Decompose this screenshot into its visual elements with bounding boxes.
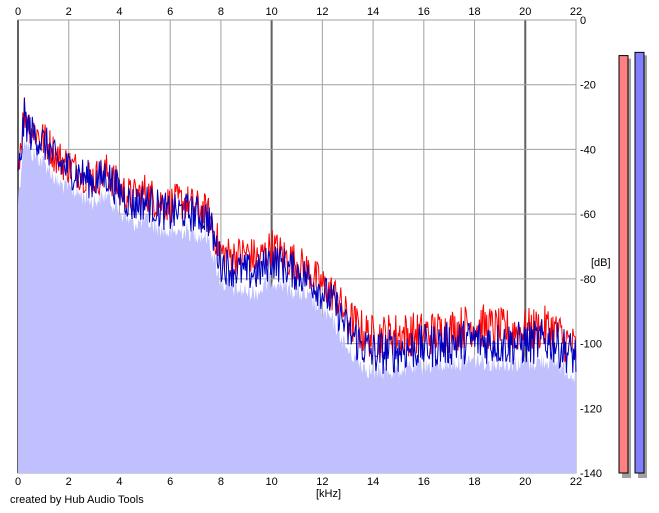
- y-tick-label: -140: [580, 468, 602, 480]
- x-tick-label-bottom: 22: [570, 476, 582, 488]
- x-tick-label-top: 22: [570, 6, 582, 18]
- x-tick-label-bottom: 8: [218, 476, 224, 488]
- x-tick-label-bottom: 0: [15, 476, 21, 488]
- spectrum-fill: [18, 139, 576, 473]
- x-tick-label-top: 16: [418, 6, 430, 18]
- x-tick-label-bottom: 2: [66, 476, 72, 488]
- y-tick-label: -100: [580, 339, 602, 351]
- credit-text: created by Hub Audio Tools: [10, 494, 144, 506]
- y-tick-label: 0: [580, 15, 586, 27]
- x-tick-label-top: 2: [66, 6, 72, 18]
- y-tick-label: -120: [580, 403, 602, 415]
- x-tick-label-top: 6: [167, 6, 173, 18]
- x-tick-label-bottom: 14: [367, 476, 379, 488]
- x-axis-bottom: 0 2 4 6 8 10 12 14 16 18 20 22: [15, 476, 582, 488]
- x-tick-label-top: 18: [468, 6, 480, 18]
- x-tick-label-top: 4: [116, 6, 122, 18]
- y-tick-label: -80: [580, 274, 596, 286]
- x-tick-label-bottom: 4: [116, 476, 122, 488]
- x-tick-label-bottom: 18: [468, 476, 480, 488]
- y-tick-label: -60: [580, 209, 596, 221]
- y-tick-label: -40: [580, 144, 596, 156]
- level-meter-left: [618, 55, 629, 474]
- spectrum-area: [17, 97, 577, 473]
- spectrum-line-blue: [17, 97, 577, 374]
- x-axis-top: 0 2 4 6 8 10 12 14 16 18 20 22: [15, 6, 582, 18]
- x-tick-label-top: 14: [367, 6, 379, 18]
- level-meters: [618, 51, 647, 478]
- y-axis-right: 0 -20 -40 -60 -80 -100 -120 -140: [580, 15, 602, 480]
- x-tick-label-top: 10: [266, 6, 278, 18]
- y-tick-label: -20: [580, 80, 596, 92]
- x-tick-label-top: 20: [519, 6, 531, 18]
- x-tick-label-bottom: 20: [519, 476, 531, 488]
- y-axis-unit: [dB]: [591, 257, 611, 269]
- x-tick-label-bottom: 10: [266, 476, 278, 488]
- x-axis-unit: [kHz]: [316, 488, 342, 500]
- level-meter-right: [634, 51, 645, 474]
- x-tick-label-bottom: 12: [316, 476, 328, 488]
- x-tick-label-top: 12: [316, 6, 328, 18]
- x-tick-label-bottom: 6: [167, 476, 173, 488]
- x-tick-label-top: 8: [218, 6, 224, 18]
- x-tick-label-top: 0: [15, 6, 21, 18]
- x-tick-label-bottom: 16: [418, 476, 430, 488]
